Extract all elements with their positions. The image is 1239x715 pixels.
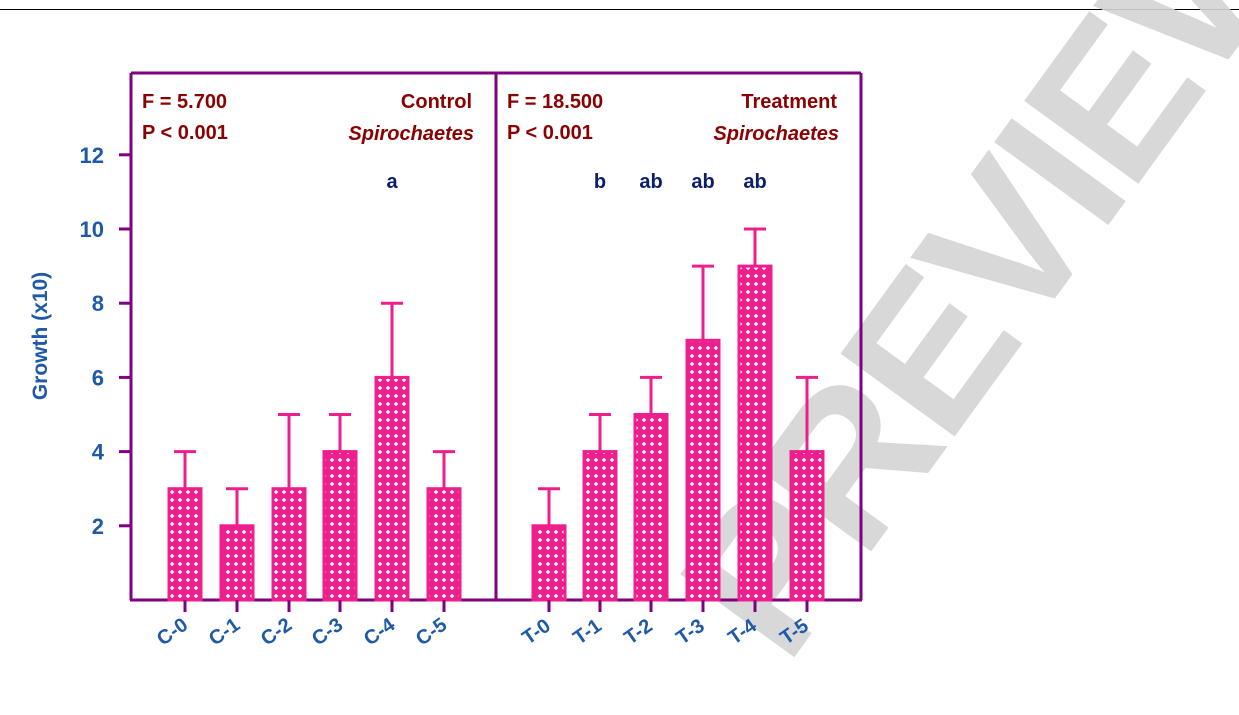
stat-f-text: F = 5.700	[142, 91, 227, 113]
group-label: Treatment	[741, 91, 837, 113]
bar	[322, 450, 358, 602]
significance-letter: ab	[743, 171, 766, 193]
y-tick-label: 12	[80, 143, 104, 168]
bar	[426, 487, 462, 602]
stat-f-text: F = 18.500	[507, 91, 603, 113]
x-tick-label: C-1	[205, 614, 244, 651]
y-tick-label: 2	[92, 514, 104, 539]
bar	[219, 524, 255, 602]
watermark-text: PREVIEW	[637, 0, 1239, 694]
significance-letter: ab	[639, 171, 662, 193]
y-axis-title: Growth (x10)	[29, 272, 52, 400]
bar	[685, 338, 721, 602]
stat-p-text: P < 0.001	[507, 122, 593, 144]
bar	[374, 375, 410, 602]
x-tick-label: C-2	[257, 614, 296, 651]
significance-letter: a	[386, 171, 398, 193]
taxon-label: Spirochaetes	[348, 123, 474, 145]
significance-letter: ab	[691, 171, 714, 193]
x-tick-label: C-4	[360, 613, 400, 650]
x-tick-label: C-3	[308, 614, 347, 651]
top-rule	[0, 9, 1239, 10]
bar	[582, 450, 618, 602]
group-label: Control	[401, 91, 472, 113]
significance-letter: b	[594, 171, 606, 193]
x-tick-label: T-2	[620, 615, 656, 650]
x-tick-label: T-0	[518, 615, 554, 650]
y-tick-label: 4	[92, 440, 105, 465]
x-tick-label: C-5	[412, 614, 451, 651]
y-tick-label: 8	[92, 291, 104, 316]
bar	[167, 487, 203, 602]
bar	[271, 487, 307, 602]
bar	[789, 450, 825, 602]
bar	[737, 264, 773, 602]
x-tick-label: C-0	[153, 614, 192, 651]
taxon-label: Spirochaetes	[713, 123, 839, 145]
stat-p-text: P < 0.001	[142, 122, 228, 144]
bar	[531, 524, 567, 602]
watermark: PREVIEW	[637, 0, 1239, 694]
y-tick-label: 10	[80, 217, 104, 242]
bar	[633, 413, 669, 602]
y-tick-label: 6	[92, 365, 104, 390]
x-tick-label: T-1	[569, 615, 605, 650]
x-tick-label: T-3	[672, 615, 708, 650]
